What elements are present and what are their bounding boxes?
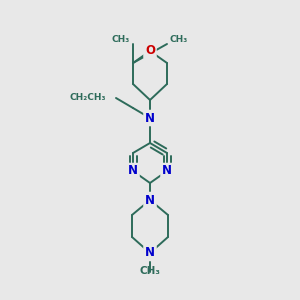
Text: N: N <box>145 194 155 206</box>
Text: N: N <box>162 164 172 178</box>
Text: CH₃: CH₃ <box>170 35 188 44</box>
Text: O: O <box>145 44 155 58</box>
Text: N: N <box>145 112 155 124</box>
Text: CH₂CH₃: CH₂CH₃ <box>70 92 106 101</box>
Text: CH₃: CH₃ <box>140 266 160 276</box>
Text: CH₃: CH₃ <box>112 35 130 44</box>
Text: N: N <box>145 247 155 260</box>
Text: N: N <box>128 164 138 178</box>
